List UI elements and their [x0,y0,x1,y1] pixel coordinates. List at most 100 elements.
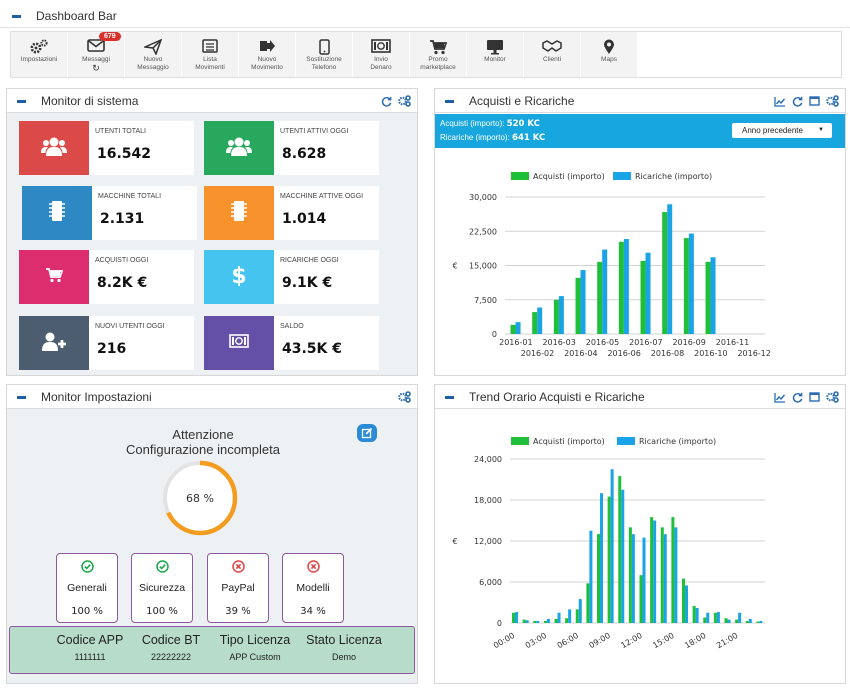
collapse-icon[interactable] [17,100,26,104]
x-tick-label: 09:00 [587,631,611,650]
bar-ricariche [621,489,625,623]
stat-tile-saldo: SALDO 43.5K € [204,316,379,370]
license-field: Tipo Licenza APP Custom [205,633,305,662]
toolbar-item-promo[interactable]: Promo marketplace [410,32,467,77]
bar-acquisti [662,212,668,334]
collapse-icon[interactable] [445,396,454,400]
bar-ricariche [610,469,614,623]
stat-tile-icon-box [19,316,89,370]
x-tick-label: 2016-07 [629,338,662,347]
refresh-icon[interactable]: ↻ [92,63,100,73]
license-field-value: 22222222 [150,652,192,662]
toolbar-item-invio[interactable]: Invio Denaro [353,32,410,77]
x-tick-label: 2016-06 [607,349,640,358]
bar-acquisti [724,618,728,623]
refresh-icon[interactable] [792,96,803,107]
license-field-header: Stato Licenza [306,633,382,647]
period-select[interactable]: Anno precedente ▼ [732,123,832,138]
config-check-name: Generali [67,582,107,594]
period-select-value: Anno precedente [742,126,803,135]
config-check-percent: 34 % [300,606,326,617]
edit-button[interactable] [357,424,377,442]
stat-tile-label: SALDO [280,323,304,330]
gears-icon[interactable] [398,391,411,403]
line-chart-icon[interactable] [774,392,786,403]
gears-icon[interactable] [826,391,839,403]
y-tick-label: 24,000 [474,455,502,464]
bar-acquisti [597,534,601,623]
y-tick-label: 0 [492,330,497,339]
maximize-icon[interactable] [809,96,820,106]
check-circle-icon [57,560,117,574]
chart-legend: Acquisti (importo) Ricariche (importo) [511,437,716,446]
bar-acquisti [660,527,664,623]
refresh-icon[interactable] [381,96,392,107]
bar-ricariche [695,607,699,623]
stat-tile-value: 16.542 [97,146,152,162]
config-check-paypal[interactable]: PayPal 39 % [207,553,269,623]
dashboard-bar-header: Dashboard Bar [0,4,850,28]
gears-icon[interactable] [826,95,839,107]
bar-acquisti [607,496,611,623]
stat-tile-macchine-totali: MACCHINE TOTALI 2.131 [22,186,197,240]
toolbar-item-lista[interactable]: Lista Movimenti [182,32,239,77]
bar-acquisti [692,605,696,623]
config-check-modelli[interactable]: Modelli 34 % [282,553,344,623]
bar-ricariche [653,520,657,623]
bar-ricariche [759,620,763,623]
monitor-impostazioni-panel: Monitor Impostazioni Attenzione Configur… [6,384,418,684]
panel-header: Monitor Impostazioni [7,385,417,409]
toolbar-item-impostazioni[interactable]: Impostazioni [11,32,68,77]
panel-header: Trend Orario Acquisti e Ricariche [435,385,845,409]
config-check-sicurezza[interactable]: Sicurezza 100 % [131,553,193,623]
bar-acquisti [650,517,654,623]
toolbar-item-monitor[interactable]: Monitor [467,32,524,77]
toolbar-item-nuovo[interactable]: Nuovo Movimento [239,32,296,77]
bar-ricariche [727,619,731,623]
edit-icon [361,427,373,439]
config-check-generali[interactable]: Generali 100 % [56,553,118,623]
x-tick-label: 2016-12 [737,349,770,358]
bar-ricariche [580,270,586,334]
panel-title: Monitor Impostazioni [41,390,152,404]
bar-acquisti [522,619,526,623]
toolbar-item-clienti[interactable]: Clienti [524,32,581,77]
legend-label: Ricariche (importo) [635,172,712,181]
bar-acquisti [553,299,559,334]
bar-ricariche [623,239,629,334]
bar-ricariche [536,620,540,623]
toolbar-item-label: Clienti [542,56,562,63]
x-tick-label: 2016-04 [564,349,597,358]
x-tick-label: 2016-02 [521,349,554,358]
bar-ricariche [674,527,678,623]
collapse-icon[interactable] [445,100,454,104]
toolbar-item-label: Messaggi [82,56,110,63]
stat-tile-utenti-attivi-oggi: UTENTI ATTIVI OGGI 8.628 [204,121,379,175]
maximize-icon[interactable] [809,392,820,402]
toolbar-item-label: Promo marketplace [420,56,456,71]
config-check-name: PayPal [221,582,255,594]
toolbar-item-maps[interactable]: Maps [581,32,638,77]
toolbar-item-messaggi[interactable]: Messaggi 679 ↻ [68,32,125,77]
bar-acquisti [532,312,538,334]
bar-ricariche [645,252,651,334]
bar-ricariche [631,534,635,623]
trend-orario-panel: Trend Orario Acquisti e Ricariche Acquis… [434,384,846,684]
acquisti-ricariche-chart: Acquisti (importo) Ricariche (importo) 0 7,… [452,172,771,358]
gears-icon[interactable] [398,95,411,107]
x-tick-label: 2016-10 [694,349,727,358]
stat-tile-label: MACCHINE TOTALI [98,193,162,200]
stat-tile-icon-box: $ [204,250,274,304]
refresh-icon[interactable] [792,392,803,403]
bar-acquisti [745,620,749,623]
x-tick-label: 21:00 [715,631,739,650]
stat-tile-label: UTENTI ATTIVI OGGI [280,128,349,135]
collapse-icon[interactable] [17,396,26,400]
line-chart-icon[interactable] [774,96,786,107]
toolbar-item-sostituzione[interactable]: Sostituzione Telefono [296,32,353,77]
collapse-icon[interactable] [12,15,21,19]
envelope-icon [68,32,124,56]
handshake-icon [524,32,580,56]
toolbar-item-nuovo[interactable]: Nuovo Messaggio [125,32,182,77]
toolbar-item-label: Lista Movimenti [195,56,225,71]
